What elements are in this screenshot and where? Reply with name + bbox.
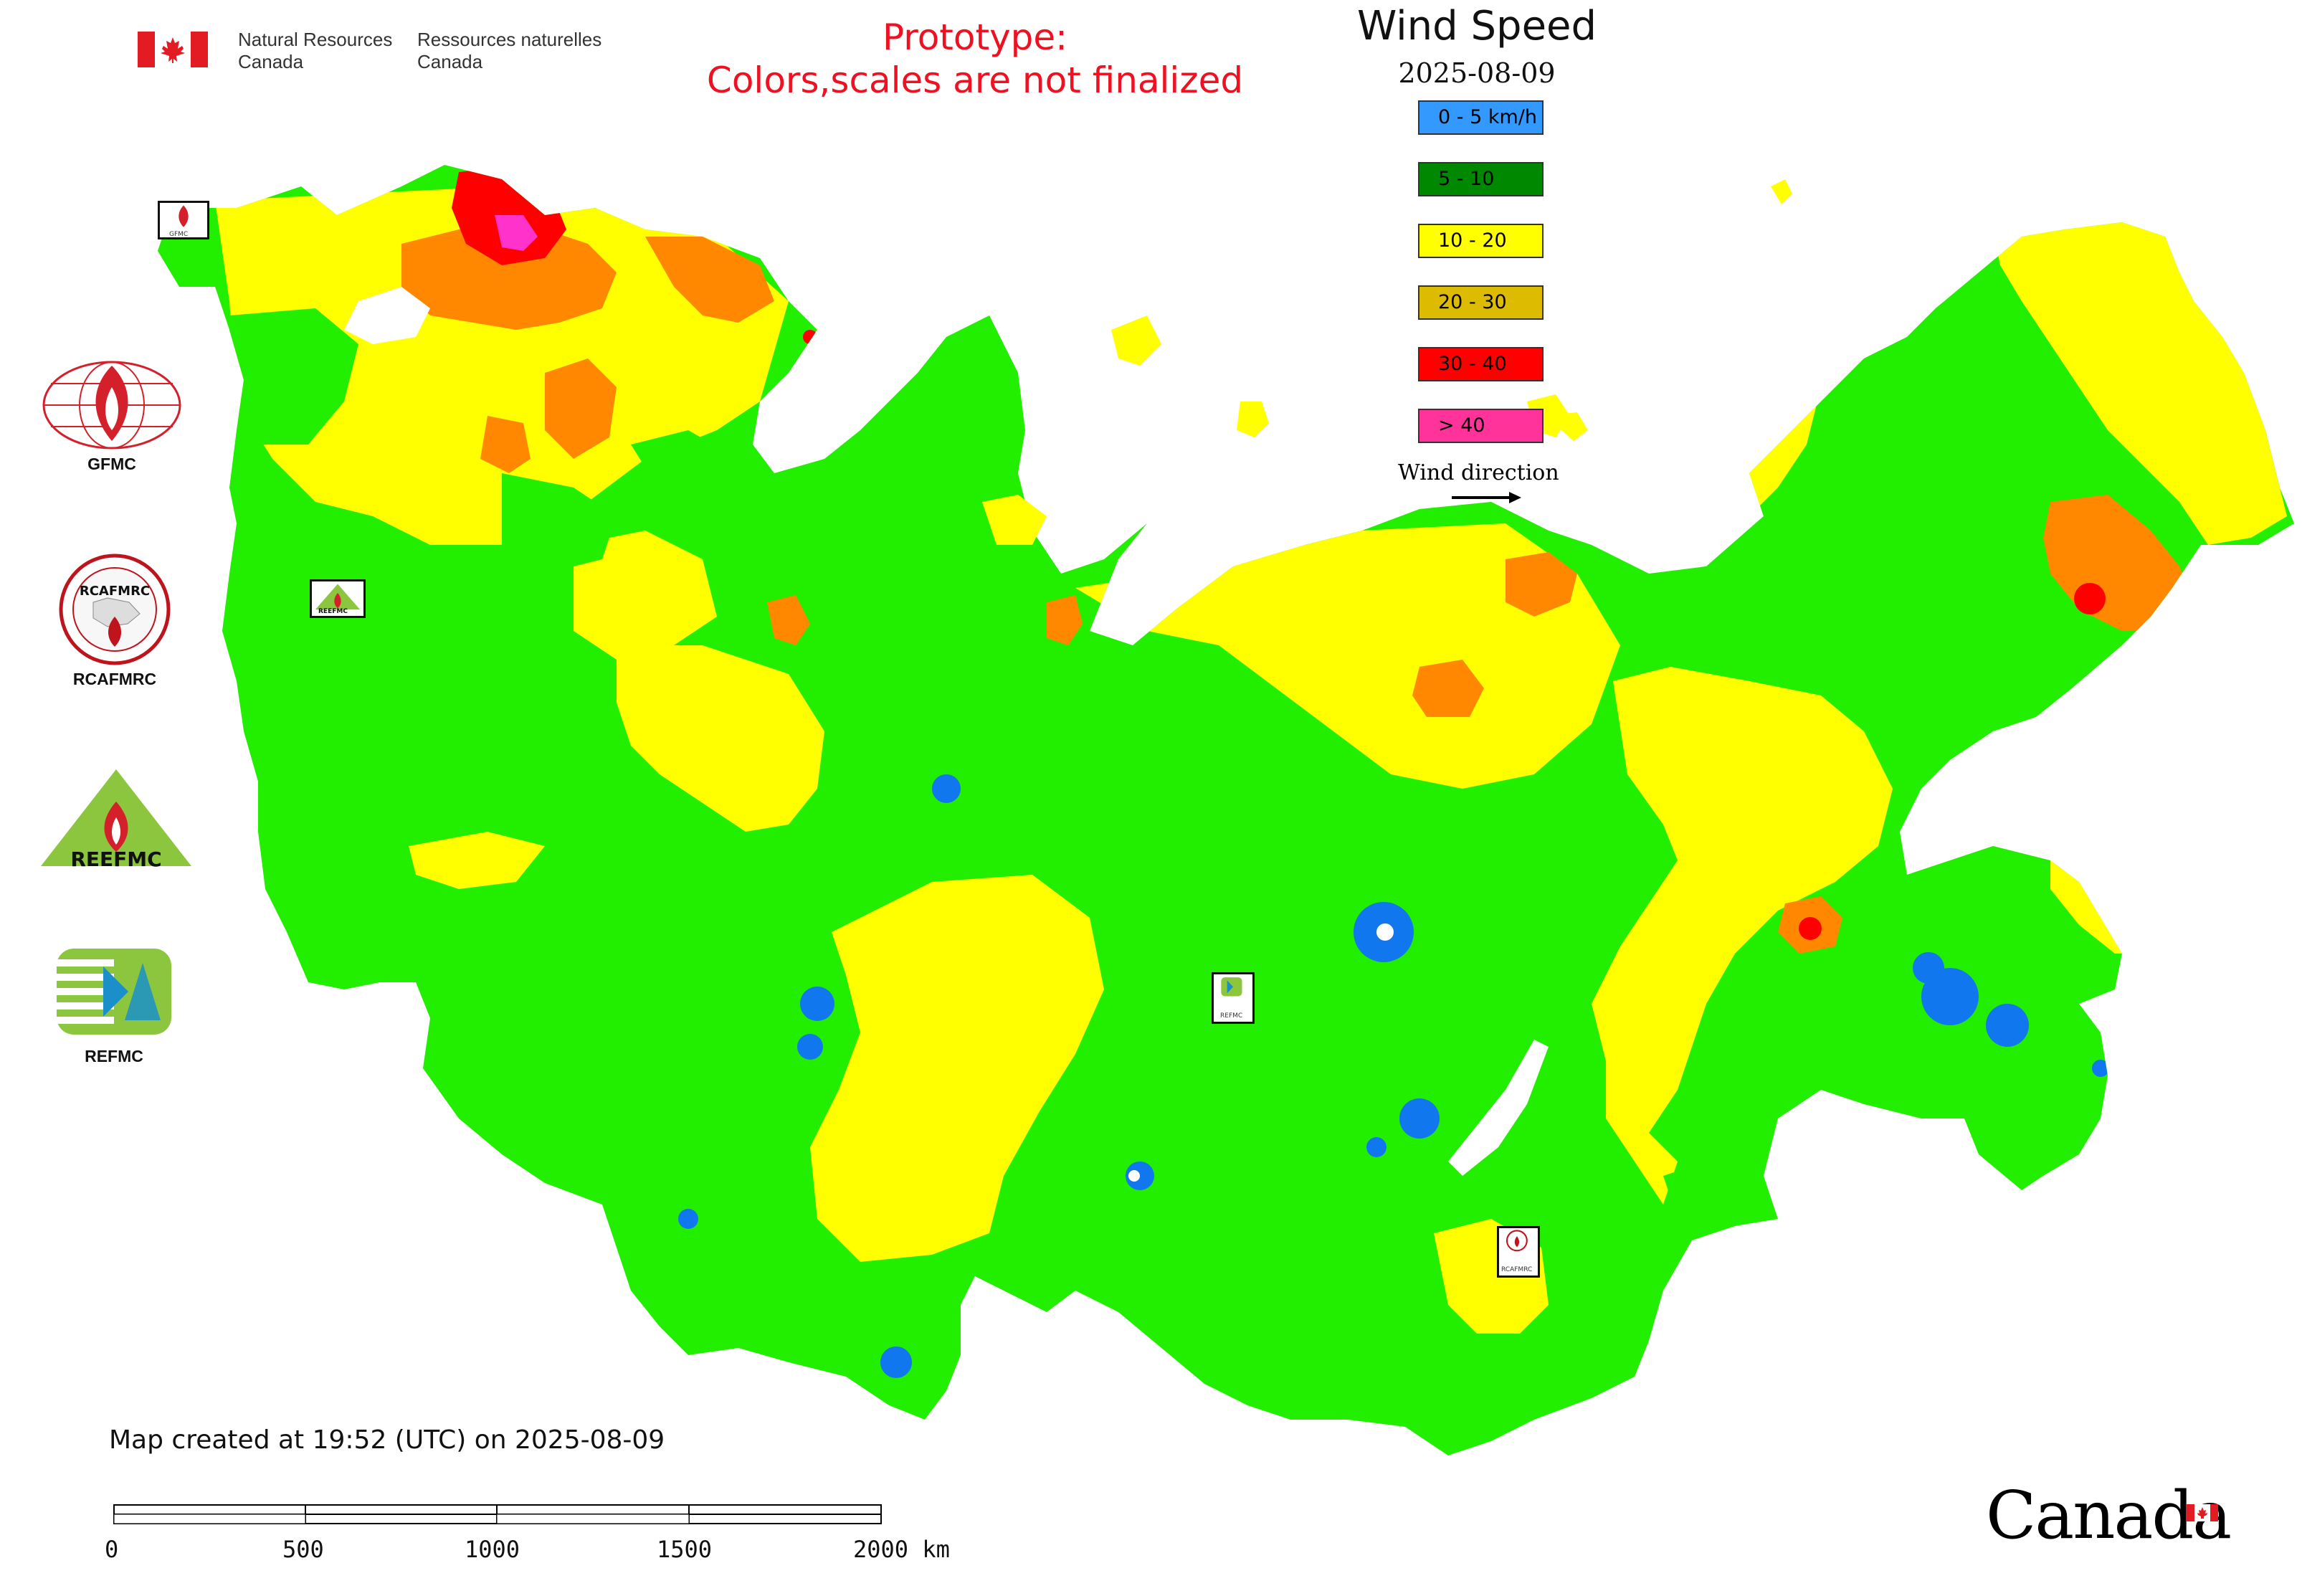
legend-item-strong: 30 - 40 (1418, 347, 1544, 381)
scale-tick-1000: 1000 (465, 1536, 520, 1563)
scale-tick-2000: 2000 km (853, 1536, 950, 1563)
refmc-map-marker (1212, 972, 1255, 1024)
prototype-notice: Prototype: Colors,scales are not finaliz… (706, 16, 1244, 101)
rcafmrc-map-marker (1497, 1226, 1540, 1278)
legend-item-moderate: 10 - 20 (1418, 224, 1544, 258)
rcafmrc-logo-label: RCAFMRC (72, 670, 157, 688)
rcafmrc-logo: RCAFMRC RCAFMRC (43, 552, 186, 689)
scale-tick-0: 0 (105, 1536, 119, 1563)
map-date: 2025-08-09 (1398, 57, 1556, 89)
legend-item-calm: 0 - 5 km/h (1418, 100, 1544, 135)
wind-direction-label: Wind direction (1398, 460, 1559, 485)
reefmc-logo: REEFMC (37, 766, 195, 876)
map-title: Wind Speed (1356, 3, 1597, 49)
scale-tick-500: 500 (282, 1536, 324, 1563)
gfmc-logo-label: GFMC (87, 455, 136, 473)
rcafmrc-map-marker-label: RCAFMRC (1501, 1266, 1533, 1273)
gfmc-logo: GFMC (40, 358, 184, 474)
wind-direction-arrow-icon (1452, 492, 1521, 503)
refmc-logo-icon (57, 949, 171, 1035)
scale-tick-1500: 1500 (657, 1536, 713, 1563)
org-name-french: Ressources naturelles Canada (417, 29, 602, 72)
rcafmrc-logo-icon: RCAFMRC (59, 554, 171, 665)
canada-wordmark-flag-icon (2187, 1504, 2218, 1521)
canada-flag-icon (138, 32, 208, 67)
map-created-timestamp: Map created at 19:52 (UTC) on 2025-08-09 (109, 1425, 665, 1455)
gfmc-map-marker-label: GFMC (169, 231, 189, 238)
legend-item-fresh: 20 - 30 (1418, 285, 1544, 320)
reefmc-logo-icon: REEFMC (41, 769, 191, 871)
refmc-logo-label: REFMC (85, 1047, 143, 1065)
legend-item-gale: > 40 (1418, 409, 1544, 443)
org-name-english: Natural Resources Canada (238, 29, 393, 72)
gfmc-logo-icon (42, 361, 181, 450)
refmc-map-marker-label: REFMC (1220, 1012, 1243, 1020)
reefmc-map-marker-label: REEFMC (318, 608, 348, 615)
refmc-logo: REFMC (53, 945, 196, 1066)
svg-text:REEFMC: REEFMC (70, 847, 161, 871)
reefmc-map-marker (310, 579, 366, 618)
legend-item-light: 5 - 10 (1418, 162, 1544, 196)
gfmc-map-marker (158, 201, 209, 239)
svg-text:RCAFMRC: RCAFMRC (80, 584, 150, 599)
scale-bar (113, 1504, 882, 1524)
